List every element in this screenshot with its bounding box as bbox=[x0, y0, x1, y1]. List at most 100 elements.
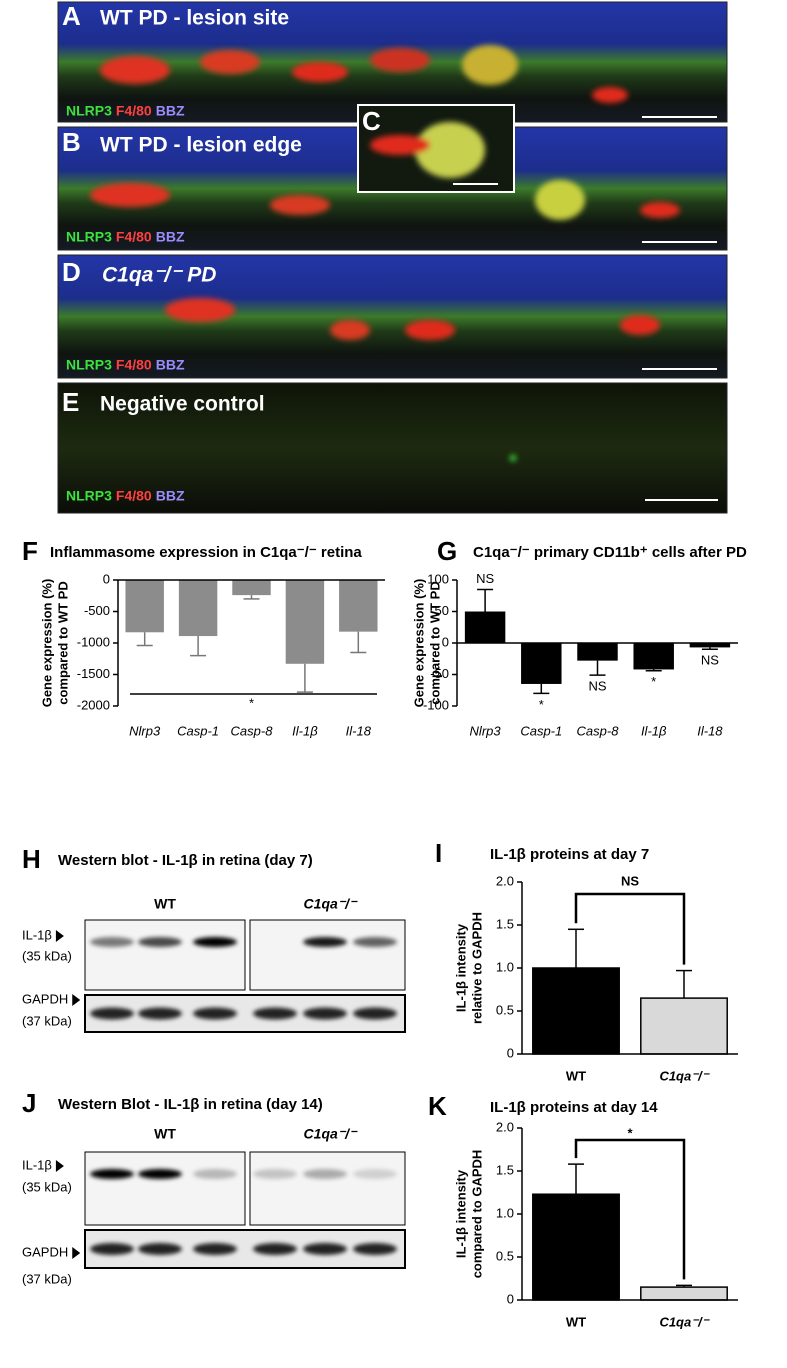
blot-title: Western blot - IL-1β in retina (day 7) bbox=[58, 852, 313, 869]
blot-box bbox=[84, 919, 246, 991]
stain-label: NLRP3 bbox=[66, 103, 112, 119]
band bbox=[353, 1243, 397, 1255]
x-tick-label: C1qa⁻/⁻ bbox=[659, 1068, 710, 1083]
x-tick-label: Nlrp3 bbox=[470, 723, 502, 738]
arrow bbox=[55, 930, 64, 942]
band bbox=[253, 1243, 297, 1255]
panel-letter: H bbox=[22, 844, 41, 874]
error-bar bbox=[645, 669, 662, 672]
stain-label: BBZ bbox=[156, 488, 185, 504]
error-bar bbox=[190, 636, 207, 657]
error-bar bbox=[676, 1284, 692, 1288]
y-tick-label: 2.0 bbox=[496, 873, 514, 888]
chart-title: Inflammasome expression in C1qa⁻/⁻ retin… bbox=[50, 544, 362, 561]
bar bbox=[339, 580, 378, 632]
band bbox=[303, 1007, 347, 1020]
band bbox=[193, 937, 237, 947]
bar bbox=[521, 643, 562, 684]
cells bbox=[90, 45, 680, 461]
micrograph-e bbox=[57, 382, 728, 514]
value-annotation: * bbox=[651, 674, 656, 689]
y-axis-label: Gene expression (%) bbox=[411, 579, 426, 708]
band bbox=[303, 1169, 347, 1179]
micrograph-d bbox=[57, 254, 728, 379]
panel-letter: J bbox=[22, 1088, 36, 1118]
band bbox=[138, 937, 182, 947]
error-bar bbox=[568, 1163, 584, 1195]
blot-box bbox=[249, 1151, 406, 1226]
band-name: GAPDH bbox=[22, 991, 68, 1006]
error-bar bbox=[533, 683, 550, 695]
y-tick-label: 0.5 bbox=[496, 1248, 514, 1263]
y-tick-label: 1.5 bbox=[496, 1162, 514, 1177]
band bbox=[90, 1169, 134, 1179]
panel-letter: G bbox=[437, 536, 457, 566]
y-tick-label: -1500 bbox=[77, 666, 110, 681]
error-bar bbox=[136, 632, 153, 647]
stain-label: F4/80 bbox=[116, 357, 152, 373]
error-bar bbox=[676, 969, 692, 999]
band-name: IL-1β bbox=[22, 927, 52, 942]
group-label: C1qa⁻/⁻ bbox=[304, 1126, 359, 1142]
error-bar bbox=[589, 660, 606, 676]
bar bbox=[577, 643, 618, 661]
group-label: WT bbox=[154, 1126, 176, 1142]
significance-mark: NS bbox=[621, 873, 639, 888]
group-label: WT bbox=[154, 896, 176, 912]
value-annotation: NS bbox=[476, 571, 494, 586]
band-size: (37 kDa) bbox=[22, 1271, 72, 1286]
error-bar bbox=[477, 588, 494, 612]
band bbox=[303, 1243, 347, 1255]
band bbox=[138, 1169, 182, 1179]
band bbox=[353, 1007, 397, 1020]
bar bbox=[532, 1193, 620, 1301]
bar bbox=[633, 643, 674, 670]
chart-title: IL-1β proteins at day 14 bbox=[490, 1099, 658, 1116]
y-tick-label: -2000 bbox=[77, 697, 110, 712]
band bbox=[193, 1007, 237, 1020]
arrow bbox=[55, 1160, 64, 1172]
y-tick-label: -50 bbox=[430, 666, 449, 681]
band bbox=[353, 937, 397, 947]
x-tick-label: Il-1β bbox=[641, 723, 667, 738]
y-axis-label: compared to GAPDH bbox=[469, 1150, 484, 1279]
y-tick-label: 100 bbox=[427, 571, 449, 586]
panel-letter: D bbox=[62, 257, 81, 287]
y-tick-label: 0 bbox=[507, 1045, 514, 1060]
panel-title: C1qa⁻/⁻ PD bbox=[102, 264, 216, 287]
bar bbox=[285, 580, 325, 664]
panel-letter: F bbox=[22, 536, 38, 566]
band bbox=[253, 1007, 297, 1020]
x-tick-label: Il-1β bbox=[292, 723, 318, 738]
significance-mark: * bbox=[249, 695, 254, 710]
blot-title: Western Blot - IL-1β in retina (day 14) bbox=[58, 1096, 323, 1113]
error-bar bbox=[243, 595, 260, 600]
stain-label: F4/80 bbox=[116, 488, 152, 504]
y-tick-label: -100 bbox=[423, 697, 449, 712]
stain-label: NLRP3 bbox=[66, 229, 112, 245]
band bbox=[138, 1243, 182, 1255]
significance-mark: * bbox=[627, 1125, 633, 1140]
y-tick-label: 1.0 bbox=[496, 1205, 514, 1220]
y-axis-label: Gene expression (%) bbox=[39, 579, 54, 708]
chart-title: IL-1β proteins at day 7 bbox=[490, 846, 649, 863]
inset-cell bbox=[370, 122, 485, 178]
panel-letter: I bbox=[435, 838, 442, 868]
band bbox=[303, 937, 347, 947]
panel-title: Negative control bbox=[100, 393, 265, 416]
bar bbox=[464, 611, 506, 643]
y-tick-label: 2.0 bbox=[496, 1119, 514, 1134]
x-tick-label: Il-18 bbox=[346, 723, 372, 738]
y-tick-label: 0 bbox=[507, 1291, 514, 1306]
band bbox=[353, 1169, 397, 1179]
significance-bracket bbox=[574, 1138, 686, 1280]
band bbox=[90, 1243, 134, 1255]
blot-box bbox=[249, 919, 406, 991]
x-tick-label: Casp-8 bbox=[577, 723, 620, 738]
bar bbox=[178, 580, 218, 637]
stain-label: BBZ bbox=[156, 229, 185, 245]
band bbox=[193, 1243, 237, 1255]
band-size: (35 kDa) bbox=[22, 948, 72, 963]
value-annotation: NS bbox=[588, 679, 606, 694]
value-annotation: * bbox=[539, 697, 544, 712]
